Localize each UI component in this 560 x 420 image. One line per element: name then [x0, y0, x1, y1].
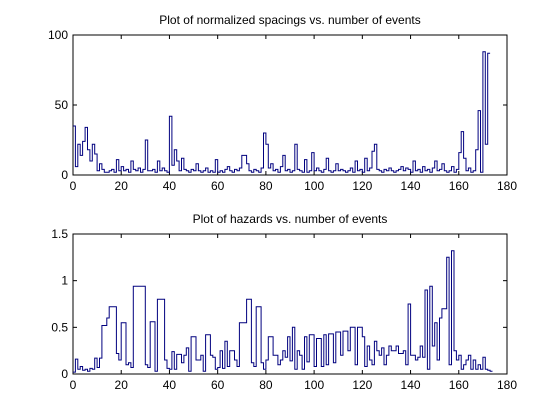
hazards-xtick-label: 20: [115, 378, 129, 392]
hazards-ytick-label: 1.5: [51, 227, 68, 241]
spacings-ytick-label: 50: [55, 98, 69, 112]
spacings-xtick-label: 40: [163, 179, 177, 193]
spacings-tick-labels: 0 20 40 60 80 100 120 140 160 180 0 50 100: [48, 28, 517, 193]
spacings-ticks: [72, 34, 508, 176]
hazards-xtick-label: 140: [401, 378, 421, 392]
hazards-series-line: [73, 250, 493, 373]
spacings-ytick-label: 100: [48, 28, 68, 42]
hazards-ytick-label: 1: [61, 274, 68, 288]
hazards-xtick-label: 40: [163, 378, 177, 392]
spacings-plot: Plot of normalized spacings vs. number o…: [48, 13, 517, 193]
hazards-ytick-label: 0: [61, 367, 68, 381]
spacings-xtick-label: 80: [259, 179, 273, 193]
hazards-xtick-label: 60: [211, 378, 225, 392]
spacings-xtick-label: 160: [449, 179, 469, 193]
spacings-xtick-label: 0: [70, 179, 77, 193]
hazards-tick-labels: 0 20 40 60 80 100 120 140 160 180 0 0.5 1 1.5: [51, 227, 517, 392]
spacings-xtick-label: 20: [115, 179, 129, 193]
hazards-ytick-label: 0.5: [51, 320, 68, 334]
hazards-plot-title: Plot of hazards vs. number of events: [193, 212, 388, 226]
spacings-axes-box: [72, 34, 508, 176]
hazards-xtick-label: 180: [497, 378, 517, 392]
hazards-ticks: [72, 233, 508, 375]
spacings-plot-title: Plot of normalized spacings vs. number o…: [159, 13, 420, 27]
hazards-plot: Plot of hazards vs. number of events 0 20…: [51, 212, 517, 392]
hazards-xtick-label: 120: [352, 378, 372, 392]
spacings-xtick-label: 120: [352, 179, 372, 193]
spacings-series-line: [73, 51, 491, 173]
hazards-xtick-label: 160: [449, 378, 469, 392]
spacings-xtick-label: 60: [211, 179, 225, 193]
spacings-ytick-label: 0: [61, 168, 68, 182]
hazards-xtick-label: 0: [70, 378, 77, 392]
hazards-xtick-label: 100: [304, 378, 324, 392]
spacings-xtick-label: 180: [497, 179, 517, 193]
spacings-xtick-label: 140: [401, 179, 421, 193]
hazards-xtick-label: 80: [259, 378, 273, 392]
spacings-xtick-label: 100: [304, 179, 324, 193]
